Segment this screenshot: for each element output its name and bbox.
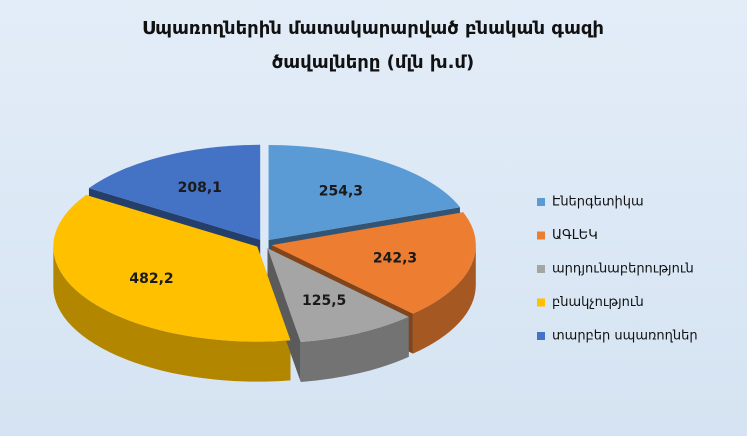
slice — [88, 144, 261, 240]
slice — [53, 195, 291, 342]
slices — [53, 144, 476, 343]
slice — [267, 248, 409, 343]
slice-side — [267, 248, 301, 383]
slice-side — [53, 246, 291, 382]
slice — [268, 145, 460, 241]
legend-label: արդյունաբերություն — [552, 262, 694, 277]
value-label: 208,1 — [178, 180, 222, 196]
legend-swatch — [537, 265, 545, 273]
legend-swatch — [537, 298, 545, 307]
legend-label: բնակչություն — [552, 295, 644, 310]
value-label: 242,3 — [373, 250, 417, 266]
slice — [271, 212, 476, 314]
legend-label: Էներգետիկա — [552, 195, 644, 210]
legend-swatch — [537, 332, 545, 340]
chart-title: Սպառողներին մատակարարված բնական գազի ծավ… — [141, 18, 604, 73]
value-label: 254,3 — [319, 184, 363, 200]
legend-label: տարբեր սպառողներ — [552, 329, 698, 344]
legend-swatch — [537, 231, 545, 240]
legend-swatch — [537, 198, 545, 206]
slice-side — [412, 245, 476, 354]
slice-side — [300, 316, 409, 383]
legend-label: ԱԳԼԵԿ — [552, 228, 598, 243]
value-label: 125,5 — [302, 293, 346, 309]
value-label: 482,2 — [129, 271, 173, 287]
